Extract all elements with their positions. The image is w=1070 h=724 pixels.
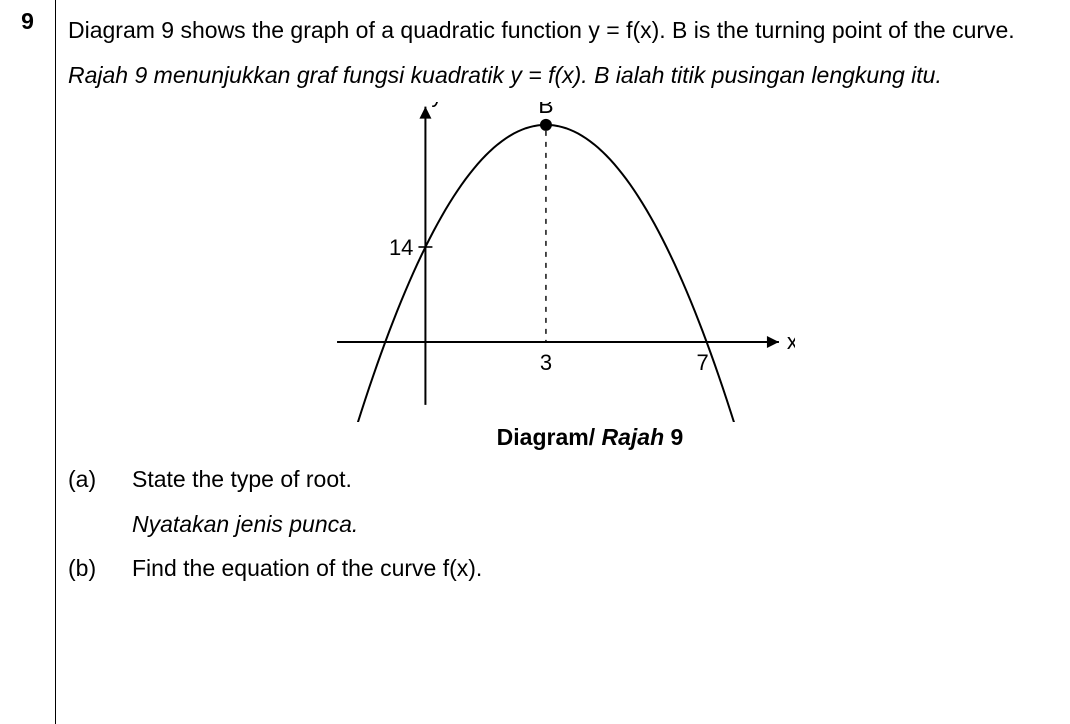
caption-italic: Rajah	[602, 424, 665, 450]
part-a: (a) State the type of root. Nyatakan jen…	[68, 457, 1052, 547]
part-b-english: Find the equation of the curve f(x).	[132, 546, 482, 591]
intro-english: Diagram 9 shows the graph of a quadratic…	[68, 8, 1052, 53]
question-number-column: 9	[0, 0, 56, 724]
svg-text:x: x	[787, 329, 795, 354]
part-a-malay: Nyatakan jenis punca.	[132, 502, 358, 547]
part-a-body: State the type of root. Nyatakan jenis p…	[132, 457, 358, 547]
svg-text:3: 3	[540, 350, 552, 375]
part-a-english: State the type of root.	[132, 457, 358, 502]
question-number: 9	[21, 8, 34, 34]
diagram-caption: Diagram/ Rajah 9	[68, 424, 1052, 451]
quadratic-graph: y x B 14 3 7	[325, 102, 795, 422]
part-b-body: Find the equation of the curve f(x).	[132, 546, 482, 591]
svg-text:B: B	[538, 102, 553, 118]
diagram-container: y x B 14 3 7	[68, 102, 1052, 422]
caption-plain: Diagram/	[497, 424, 602, 450]
svg-text:7: 7	[696, 350, 708, 375]
svg-text:y: y	[431, 102, 442, 108]
intro-malay: Rajah 9 menunjukkan graf fungsi kuadrati…	[68, 53, 1052, 98]
caption-number: 9	[664, 424, 683, 450]
part-b-label: (b)	[68, 546, 104, 591]
part-a-label: (a)	[68, 457, 104, 547]
question-block: 9 Diagram 9 shows the graph of a quadrat…	[0, 0, 1070, 724]
question-content: Diagram 9 shows the graph of a quadratic…	[56, 0, 1070, 724]
subparts: (a) State the type of root. Nyatakan jen…	[68, 457, 1052, 592]
part-b: (b) Find the equation of the curve f(x).	[68, 546, 1052, 591]
svg-text:14: 14	[389, 235, 413, 260]
